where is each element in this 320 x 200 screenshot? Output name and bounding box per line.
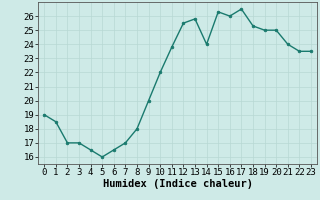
- X-axis label: Humidex (Indice chaleur): Humidex (Indice chaleur): [103, 179, 252, 189]
